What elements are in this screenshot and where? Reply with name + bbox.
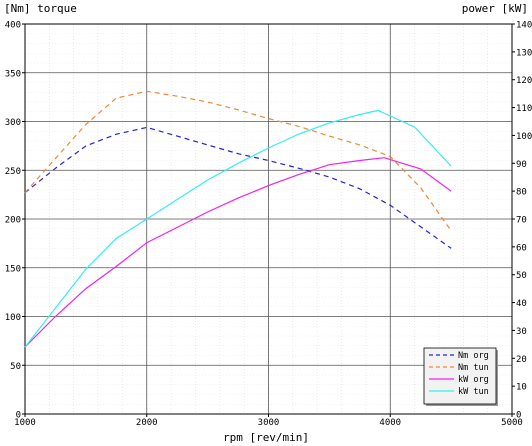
y-right-tick-label: 70: [516, 216, 527, 226]
y-right-tick-label: 40: [516, 299, 527, 309]
legend-label: Nm org: [458, 351, 489, 361]
x-tick-label: 4000: [379, 418, 401, 428]
legend-label: Nm tun: [458, 363, 489, 373]
y-left-tick-label: 400: [5, 21, 21, 31]
y-right-tick-label: 10: [516, 383, 527, 393]
legend: Nm org Nm tun kW org kW tun: [423, 347, 498, 406]
title-left: [Nm] torque: [4, 2, 77, 15]
series-line-nm-org: [24, 126, 452, 249]
y-left-tick-label: 50: [10, 362, 21, 372]
x-tick-label: 5000: [501, 418, 523, 428]
x-tick-label: 3000: [258, 418, 280, 428]
legend-label: kW tun: [458, 387, 489, 397]
y-right-tick-label: 50: [516, 271, 527, 281]
y-right-tick-label: 120: [516, 76, 532, 86]
y-right-tick-label: 80: [516, 188, 527, 198]
axes: 0501001502002503003504000102030405060708…: [5, 21, 532, 429]
x-tick-label: 2000: [136, 418, 158, 428]
legend-box: [423, 347, 497, 405]
y-right-tick-label: 90: [516, 160, 527, 170]
labels: [Nm] torque power [kW] rpm [rev/min]: [4, 2, 528, 444]
title-right: power [kW]: [462, 2, 528, 15]
y-right-tick-label: 110: [516, 104, 532, 114]
y-right-tick-label: 140: [516, 21, 532, 31]
y-right-tick-label: 20: [516, 355, 527, 365]
x-axis-label: rpm [rev/min]: [223, 431, 309, 444]
series-line-kw-org: [24, 157, 452, 348]
series-line-kw-tun: [24, 109, 452, 348]
series-lines: [24, 90, 452, 348]
y-left-tick-label: 200: [5, 216, 21, 226]
y-left-tick-label: 350: [5, 69, 21, 79]
y-left-tick-label: 150: [5, 264, 21, 274]
legend-label: kW org: [458, 375, 489, 385]
y-left-tick-label: 300: [5, 118, 21, 128]
y-right-tick-label: 100: [516, 132, 532, 142]
series-line-nm-tun: [24, 90, 452, 232]
y-right-tick-label: 0: [516, 411, 521, 421]
y-left-tick-label: 0: [16, 411, 21, 421]
y-right-tick-label: 130: [516, 48, 532, 58]
y-left-tick-label: 250: [5, 167, 21, 177]
grid: [24, 23, 513, 415]
y-right-tick-label: 60: [516, 243, 527, 253]
y-left-tick-label: 100: [5, 313, 21, 323]
y-right-tick-label: 30: [516, 327, 527, 337]
x-tick-label: 1000: [14, 418, 36, 428]
